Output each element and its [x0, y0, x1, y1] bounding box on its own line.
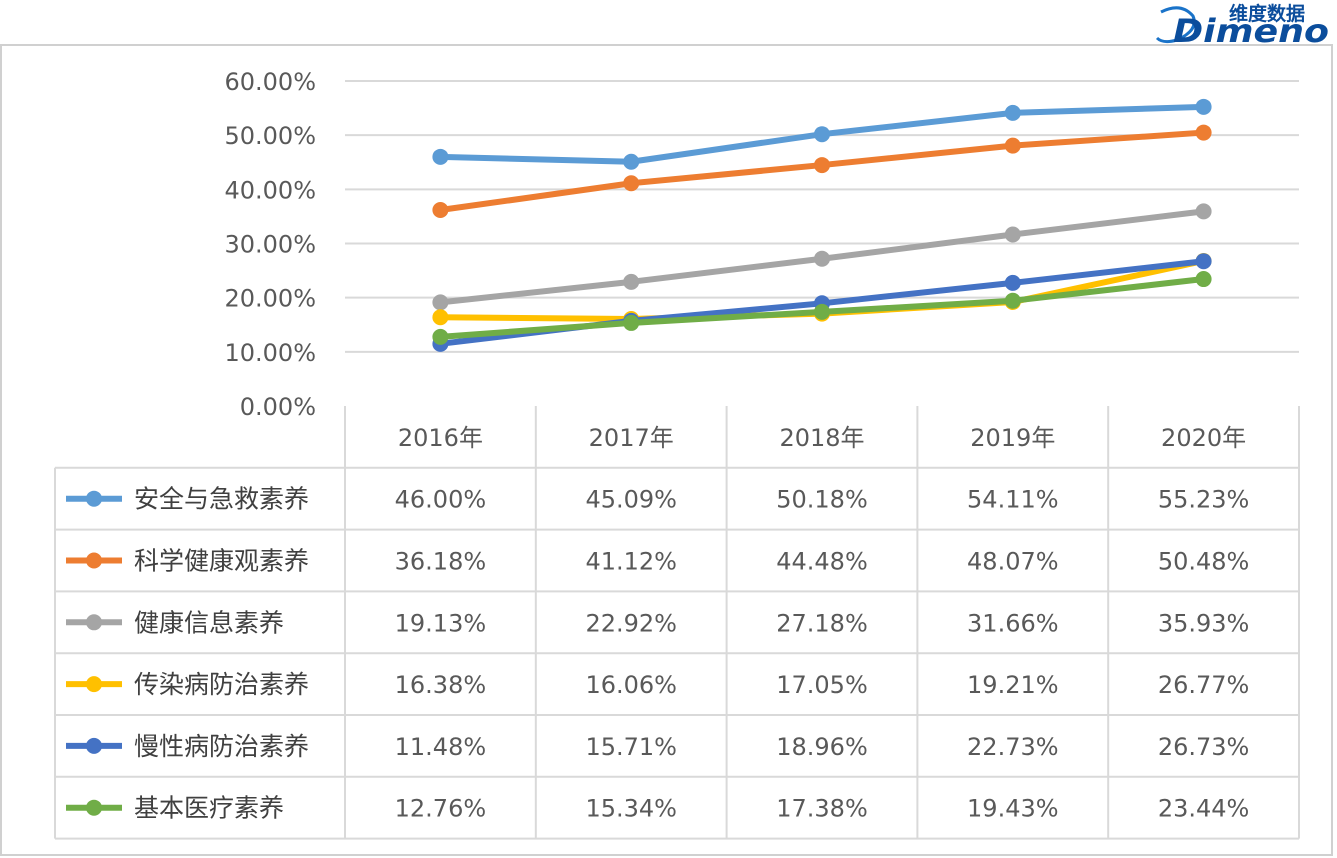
data-point — [814, 303, 830, 320]
data-point — [1195, 98, 1212, 115]
data-point — [623, 314, 640, 331]
data-point — [432, 294, 449, 311]
x-category-label: 2020年 — [1161, 424, 1246, 452]
y-tick-label: 20.00% — [224, 285, 316, 313]
data-label: 22.73% — [967, 733, 1059, 761]
legend-label: 基本医疗素养 — [134, 794, 284, 823]
y-tick-label: 10.00% — [224, 339, 316, 367]
legend-label: 安全与急救素养 — [134, 485, 309, 514]
data-label: 44.48% — [776, 548, 868, 576]
data-label: 55.23% — [1158, 486, 1250, 514]
data-label: 50.48% — [1158, 548, 1250, 576]
data-point — [814, 157, 830, 174]
data-label: 12.76% — [395, 795, 487, 823]
data-label: 17.38% — [776, 795, 868, 823]
legend-label: 科学健康观素养 — [134, 547, 309, 576]
legend-marker — [86, 737, 102, 754]
series-lines — [432, 98, 1212, 352]
data-point — [1195, 203, 1212, 220]
data-label: 48.07% — [967, 548, 1059, 576]
x-category-label: 2019年 — [970, 424, 1055, 452]
logo-swoosh-icon — [1155, 6, 1196, 44]
data-label: 19.21% — [967, 671, 1059, 699]
legend-marker — [86, 552, 102, 569]
y-tick-label: 30.00% — [224, 231, 316, 259]
data-label: 16.06% — [585, 671, 677, 699]
data-label: 54.11% — [967, 486, 1059, 514]
data-point — [1004, 104, 1021, 121]
data-label: 17.05% — [776, 671, 868, 699]
data-point — [1004, 137, 1021, 154]
legend-marker — [86, 799, 102, 816]
x-category-label: 2016年 — [398, 424, 483, 452]
dimeno-logo: 维度数据 Dimeno — [1155, 2, 1329, 46]
data-label: 23.44% — [1158, 795, 1250, 823]
data-label: 35.93% — [1158, 609, 1250, 637]
data-label: 26.73% — [1158, 733, 1250, 761]
data-point — [432, 202, 449, 219]
legend-label: 慢性病防治素养 — [134, 732, 309, 761]
data-point — [1004, 274, 1021, 291]
data-label: 19.43% — [967, 795, 1059, 823]
y-tick-label: 40.00% — [224, 176, 316, 204]
data-point — [1004, 226, 1021, 243]
data-label: 18.96% — [776, 733, 868, 761]
x-category-label: 2017年 — [589, 424, 674, 452]
data-point — [814, 250, 830, 267]
logo-cn-text: 维度数据 — [1229, 2, 1305, 25]
data-point — [623, 153, 640, 170]
legend-marker — [86, 614, 102, 631]
data-point — [623, 175, 640, 192]
data-label: 46.00% — [395, 486, 487, 514]
data-label: 41.12% — [585, 548, 677, 576]
data-label: 15.71% — [585, 733, 677, 761]
y-axis-ticks: 0.00% 10.00% 20.00% 30.00% 40.00% 50.00% 60.00… — [224, 68, 316, 421]
legend-label: 传染病防治素养 — [134, 670, 309, 699]
data-point — [1195, 124, 1212, 141]
data-label: 50.18% — [776, 486, 868, 514]
y-tick-label: 60.00% — [224, 68, 316, 96]
data-point — [1004, 292, 1021, 309]
data-label: 19.13% — [395, 609, 487, 637]
data-point — [1195, 253, 1212, 270]
data-label: 15.34% — [585, 795, 677, 823]
data-point — [814, 126, 830, 143]
data-label: 16.38% — [395, 671, 487, 699]
y-tick-label: 50.00% — [224, 122, 316, 150]
data-label: 45.09% — [585, 486, 677, 514]
data-label: 26.77% — [1158, 671, 1250, 699]
data-label: 31.66% — [967, 609, 1059, 637]
data-point — [623, 273, 640, 290]
logo-en-text: Dimeno — [1173, 12, 1329, 46]
data-point — [432, 328, 449, 345]
data-point — [1195, 271, 1212, 288]
x-category-label: 2018年 — [779, 424, 864, 452]
legend-label: 健康信息素养 — [134, 608, 284, 637]
legend-marker — [86, 676, 102, 693]
data-label: 22.92% — [585, 609, 677, 637]
data-point — [432, 309, 449, 326]
y-tick-label: 0.00% — [240, 393, 316, 421]
data-point — [432, 148, 449, 165]
chart-frame — [0, 44, 1333, 856]
data-label: 36.18% — [395, 548, 487, 576]
data-label: 27.18% — [776, 609, 868, 637]
legend-marker — [86, 490, 102, 507]
data-label: 11.48% — [395, 733, 487, 761]
